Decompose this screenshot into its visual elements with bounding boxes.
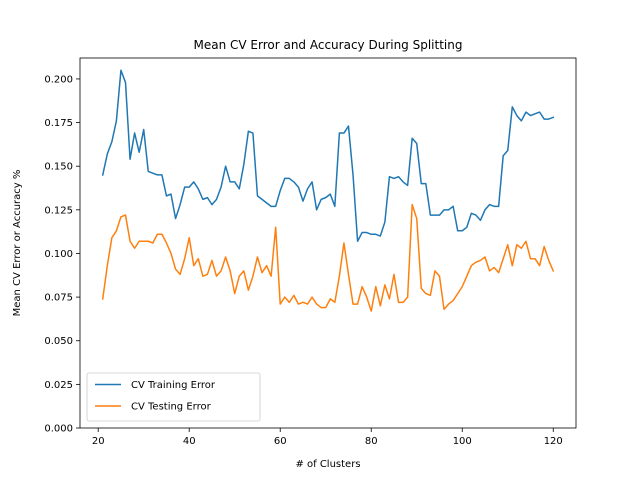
chart-title: Mean CV Error and Accuracy During Splitt… [194,38,463,52]
legend-box [86,372,261,422]
y-tick-label: 0.000 [44,424,73,435]
x-tick-label: 20 [92,436,105,447]
y-tick-label: 0.075 [44,293,73,304]
x-tick-label: 100 [453,436,472,447]
series-line-cv-training-error [101,69,555,242]
y-tick-label: 0.050 [44,336,73,347]
y-tick-label: 0.025 [44,380,73,391]
plot-area [80,58,576,428]
y-tick-label: 0.100 [44,249,73,260]
x-axis-label: # of Clusters [295,459,360,470]
x-tick-label: 60 [274,436,287,447]
series-line-cv-testing-error [101,203,555,312]
y-tick-label: 0.150 [44,162,73,173]
series-layer [101,69,555,312]
legend-label-cv-training-error: CV Training Error [131,380,216,391]
x-tick-label: 120 [544,436,563,447]
legend: CV Training Error CV Testing Error [86,372,261,422]
y-tick-label: 0.200 [44,74,73,85]
y-axis-ticks: 0.000 0.025 0.050 0.075 0.100 0.125 0.150 0.175… [44,74,80,435]
legend-label-cv-testing-error: CV Testing Error [131,402,212,413]
y-axis-label: Mean CV Error or Accuracy % [12,170,23,317]
y-tick-label: 0.175 [44,118,73,129]
x-axis-ticks: 20 40 60 80 100 120 [92,428,563,447]
x-tick-label: 40 [183,436,196,447]
plot-frame [79,57,577,429]
y-tick-label: 0.125 [44,205,73,216]
x-tick-label: 80 [365,436,378,447]
